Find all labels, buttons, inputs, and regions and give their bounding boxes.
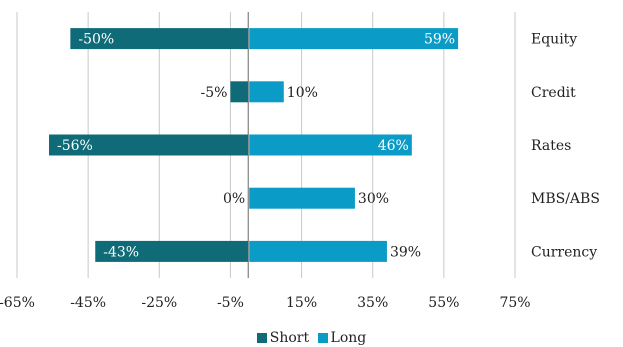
bar-short [49, 134, 249, 156]
category-label: Currency [531, 244, 597, 260]
bar-long [249, 187, 355, 209]
data-label-long: 39% [390, 244, 421, 260]
data-label-long: 46% [378, 138, 409, 154]
data-label-long: 59% [424, 32, 455, 48]
data-label-short: -5% [200, 85, 227, 101]
legend-label-short: Short [269, 330, 310, 346]
data-label-short: 0% [223, 191, 245, 207]
legend-swatch-long [317, 333, 328, 343]
bar-long [249, 28, 459, 50]
category-label: Rates [531, 138, 571, 154]
data-label-long: 30% [358, 191, 389, 207]
data-label-long: 10% [287, 85, 318, 101]
bar-long [249, 134, 412, 156]
x-tick-label: 55% [428, 295, 459, 311]
category-label: Credit [531, 85, 576, 101]
legend-item-long: Long [317, 330, 367, 346]
legend-label-long: Long [330, 330, 367, 346]
legend-item-short: Short [256, 330, 310, 346]
x-tick-label: 15% [286, 295, 317, 311]
bar-short [230, 81, 249, 103]
x-tick-label: -25% [141, 295, 177, 311]
bar-short [95, 240, 249, 262]
category-label: MBS/ABS [531, 191, 600, 207]
data-label-short: -56% [57, 138, 93, 154]
bar-long [249, 240, 387, 262]
data-label-short: -43% [103, 244, 139, 260]
x-tick-label: -65% [0, 295, 35, 311]
data-label-short: -50% [78, 32, 114, 48]
bar-short [70, 28, 249, 50]
x-tick-label: 35% [357, 295, 388, 311]
legend: Short Long [0, 330, 623, 347]
x-tick-label: -45% [70, 295, 106, 311]
bar-long [249, 81, 284, 103]
category-label: Equity [531, 32, 577, 48]
legend-swatch-short [256, 333, 267, 343]
x-tick-label: 75% [499, 295, 530, 311]
x-tick-label: -5% [217, 295, 244, 311]
